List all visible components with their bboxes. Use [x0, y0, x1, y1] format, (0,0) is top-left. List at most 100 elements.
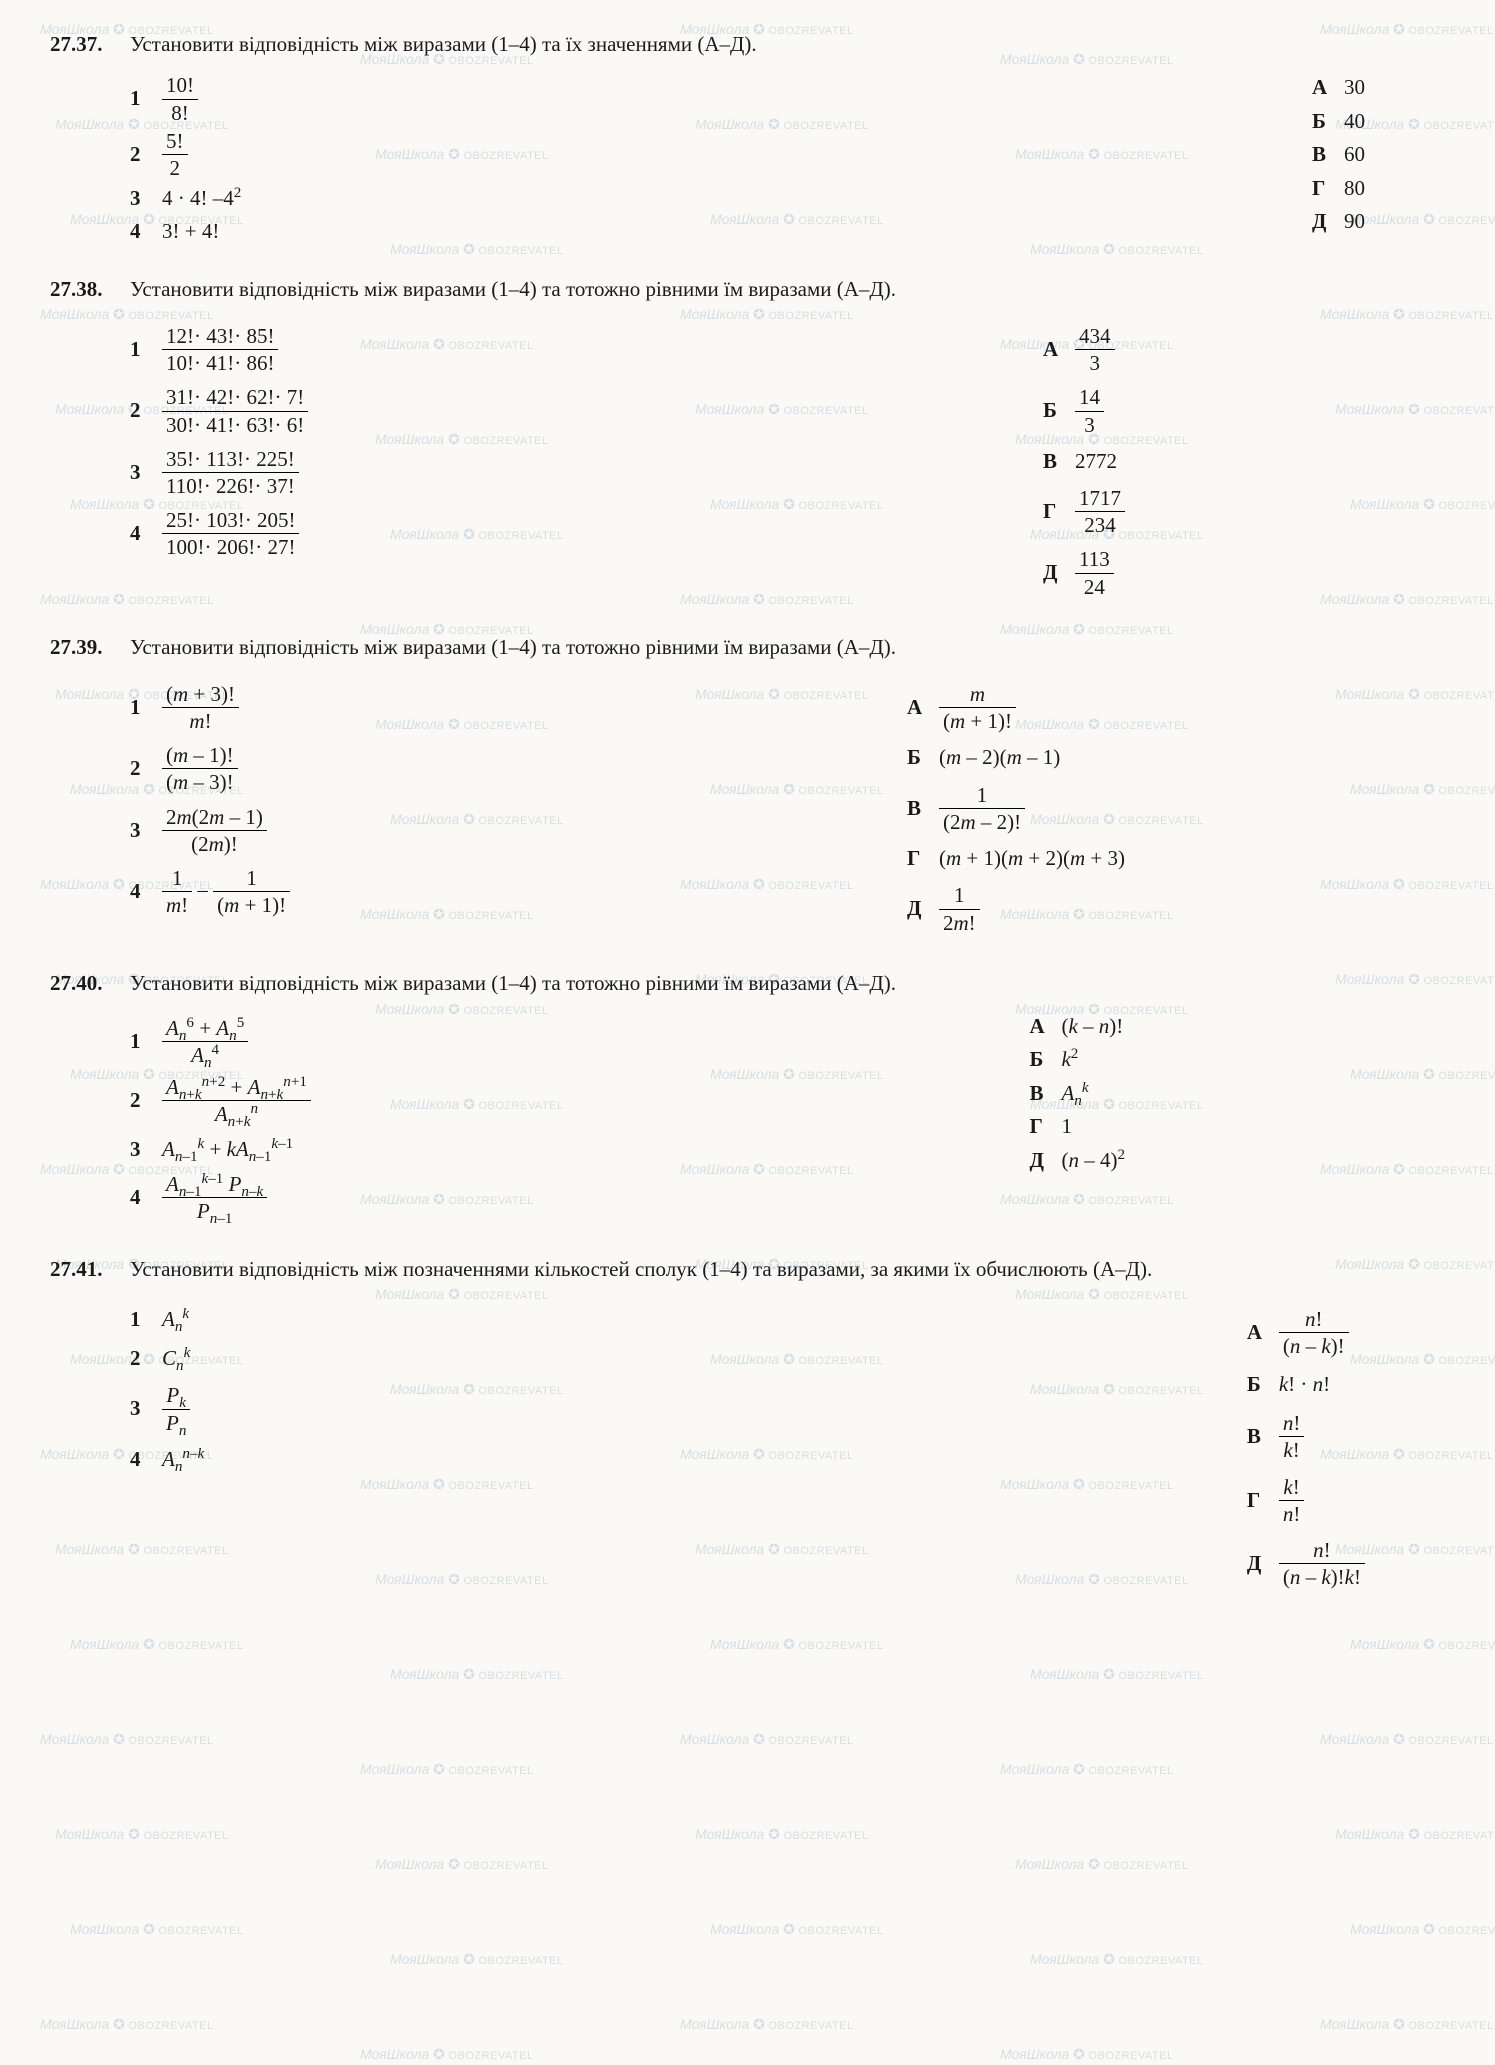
item-key: В — [1043, 447, 1075, 476]
item-key: 2 — [130, 754, 162, 783]
problem-body: Установити відповідність між виразами (1… — [130, 275, 1445, 609]
expression-item: 4An–1k–1 Pn–kPn–1 — [130, 1172, 680, 1223]
columns: 1Ank2Cnk3PkPn4Ann–kАn!(n – k)!Бk! · n!Вn… — [130, 1295, 1445, 1602]
item-key: Б — [1312, 107, 1344, 136]
item-key: 2 — [130, 1344, 162, 1373]
expression-item: 110!8! — [130, 73, 680, 124]
item-expression: 80 — [1344, 174, 1365, 203]
item-expression: 30 — [1344, 73, 1365, 102]
item-key: 3 — [130, 1394, 162, 1423]
answer-item: Г(m + 1)(m + 2)(m + 3) — [907, 844, 1125, 873]
item-expression: An–1k + kAn–1k–1 — [162, 1135, 293, 1164]
expression-item: 1(m + 3)!m! — [130, 682, 680, 733]
problem-prompt: Установити відповідність між позначенням… — [130, 1255, 1445, 1284]
answer-item: ВAnk — [1029, 1079, 1125, 1108]
item-key: 4 — [130, 217, 162, 246]
item-expression: Ank — [162, 1305, 189, 1334]
item-expression: 12!· 43!· 85!10!· 41!· 86! — [162, 324, 278, 375]
item-expression: 4 · 4! –42 — [162, 184, 241, 213]
item-expression: 25!· 103!· 205!100!· 206!· 27! — [162, 508, 299, 559]
item-key: 3 — [130, 816, 162, 845]
item-expression: Cnk — [162, 1344, 190, 1373]
item-expression: 1717234 — [1075, 486, 1125, 537]
item-key: Г — [1029, 1112, 1061, 1141]
item-expression: k2 — [1061, 1045, 1078, 1074]
item-expression: 3! + 4! — [162, 217, 219, 246]
right-column: А(k – n)!Бk2ВAnkГ1Д(n – 4)2 — [1029, 1008, 1445, 1231]
item-key: Д — [1043, 558, 1075, 587]
left-column: 1(m + 3)!m! 2(m – 1)!(m – 3)!32m(2m – 1)(… — [130, 672, 680, 945]
answer-item: Г80 — [1312, 174, 1365, 203]
item-key: 2 — [130, 140, 162, 169]
item-expression: (m – 1)!(m – 3)! — [162, 743, 238, 794]
problem: 27.39.Установити відповідність між вираз… — [50, 633, 1445, 945]
item-key: 1 — [130, 1305, 162, 1334]
item-expression: k!n! — [1279, 1475, 1305, 1526]
item-expression: An–1k–1 Pn–kPn–1 — [162, 1172, 267, 1223]
answer-item: Бk! · n! — [1247, 1370, 1365, 1399]
problem-number: 27.37. — [50, 30, 130, 251]
item-key: А — [1043, 335, 1075, 364]
item-expression: (m + 3)!m! — [162, 682, 239, 733]
item-key: 3 — [130, 184, 162, 213]
columns: 1(m + 3)!m! 2(m – 1)!(m – 3)!32m(2m – 1)(… — [130, 672, 1445, 945]
problem-prompt: Установити відповідність між виразами (1… — [130, 30, 1445, 59]
item-expression: 40 — [1344, 107, 1365, 136]
item-expression: PkPn — [162, 1383, 190, 1434]
answer-item: Д12m! — [907, 883, 1125, 934]
item-key: А — [1312, 73, 1344, 102]
right-column: А30Б40В60Г80Д90 — [1312, 69, 1445, 250]
item-key: Б — [907, 743, 939, 772]
expression-item: 25!2 — [130, 129, 680, 180]
item-key: 2 — [130, 1086, 162, 1115]
item-expression: 1 — [1061, 1112, 1072, 1141]
answer-item: В2772 — [1043, 447, 1125, 476]
item-key: А — [1029, 1012, 1061, 1041]
problem-body: Установити відповідність між виразами (1… — [130, 633, 1445, 945]
problem-prompt: Установити відповідність між виразами (1… — [130, 275, 1445, 304]
problem-body: Установити відповідність між виразами (1… — [130, 969, 1445, 1232]
item-expression: 4343 — [1075, 324, 1115, 375]
expression-item: 1Ank — [130, 1305, 830, 1334]
expression-item: 34 · 4! –42 — [130, 184, 680, 213]
expression-item: 335!· 113!· 225!110!· 226!· 37! — [130, 447, 680, 498]
answer-item: Аn!(n – k)! — [1247, 1307, 1365, 1358]
item-expression: 12m! — [939, 883, 980, 934]
answer-item: А4343 — [1043, 324, 1125, 375]
left-column: 112!· 43!· 85!10!· 41!· 86! 231!· 42!· 62… — [130, 314, 680, 609]
answer-item: Аm(m + 1)! — [907, 682, 1125, 733]
item-key: Г — [1247, 1486, 1279, 1515]
item-key: Б — [1043, 396, 1075, 425]
item-key: 4 — [130, 1183, 162, 1212]
item-expression: 60 — [1344, 140, 1365, 169]
page-content: 27.37.Установити відповідність між вираз… — [50, 30, 1445, 1601]
columns: 1An6 + An5An42An+kn+2 + An+kn+1An+kn3An–… — [130, 1008, 1445, 1231]
item-expression: 11324 — [1075, 547, 1114, 598]
item-expression: 31!· 42!· 62!· 7!30!· 41!· 63!· 6! — [162, 385, 308, 436]
expression-item: 231!· 42!· 62!· 7!30!· 41!· 63!· 6! — [130, 385, 680, 436]
item-expression: 90 — [1344, 207, 1365, 236]
problem-body: Установити відповідність між виразами (1… — [130, 30, 1445, 251]
item-expression: 2m(2m – 1)(2m)! — [162, 805, 267, 856]
item-key: 4 — [130, 519, 162, 548]
columns: 112!· 43!· 85!10!· 41!· 86! 231!· 42!· 62… — [130, 314, 1445, 609]
item-expression: 1m! – 1(m + 1)! — [162, 866, 290, 917]
item-expression: (m + 1)(m + 2)(m + 3) — [939, 844, 1125, 873]
item-expression: An6 + An5An4 — [162, 1016, 248, 1067]
expression-item: 3An–1k + kAn–1k–1 — [130, 1135, 680, 1164]
expression-item: 4Ann–k — [130, 1445, 830, 1474]
right-column: А4343Б143В2772Г1717234Д11324 — [1043, 314, 1445, 609]
answer-item: А(k – n)! — [1029, 1012, 1125, 1041]
answer-item: Б40 — [1312, 107, 1365, 136]
expression-item: 3PkPn — [130, 1383, 830, 1434]
item-expression: Ank — [1061, 1079, 1088, 1108]
problem-number: 27.40. — [50, 969, 130, 1232]
problem-number: 27.41. — [50, 1255, 130, 1601]
item-key: Г — [1043, 497, 1075, 526]
item-expression: 35!· 113!· 225!110!· 226!· 37! — [162, 447, 299, 498]
problem: 27.41.Установити відповідність між позна… — [50, 1255, 1445, 1601]
problem-prompt: Установити відповідність між виразами (1… — [130, 969, 1445, 998]
answer-item: В1(2m – 2)! — [907, 783, 1125, 834]
expression-item: 112!· 43!· 85!10!· 41!· 86! — [130, 324, 680, 375]
answer-item: Д90 — [1312, 207, 1365, 236]
